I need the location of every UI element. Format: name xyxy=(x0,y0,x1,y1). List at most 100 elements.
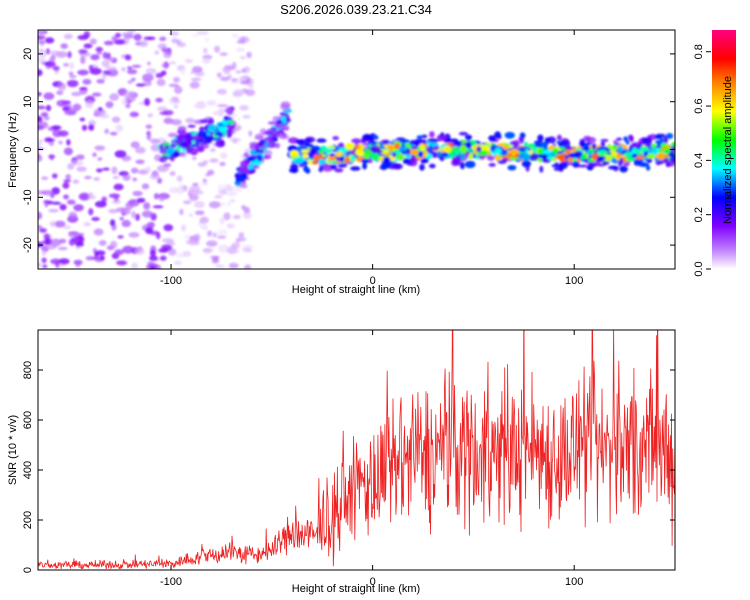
heatmap-blob xyxy=(236,40,245,44)
y-tick-label: 0 xyxy=(22,567,34,573)
heatmap-blob xyxy=(125,201,134,210)
heatmap-blob xyxy=(64,110,77,116)
heatmap-blob xyxy=(169,143,177,149)
heatmap-blob xyxy=(56,90,64,96)
heatmap-blob xyxy=(252,164,261,170)
heatmap-blob xyxy=(428,145,433,153)
heatmap-blob xyxy=(173,76,180,83)
heatmap-blob xyxy=(176,42,186,48)
heatmap-blob xyxy=(156,78,166,87)
heatmap-blob xyxy=(209,158,219,163)
heatmap-blob xyxy=(215,264,225,268)
heatmap-blob xyxy=(200,181,209,187)
heatmap-blob xyxy=(244,148,250,154)
heatmap-blob xyxy=(126,69,138,75)
heatmap-blob xyxy=(91,92,102,97)
heatmap-blob xyxy=(187,124,196,128)
heatmap-blob xyxy=(114,32,122,38)
heatmap-blob xyxy=(121,32,134,37)
heatmap-blob xyxy=(164,144,170,150)
heatmap-blob xyxy=(206,101,217,107)
heatmap-blob xyxy=(149,138,161,144)
heatmap-blob xyxy=(147,113,154,118)
heatmap-blob xyxy=(214,132,224,136)
heatmap-blob xyxy=(607,144,612,149)
heatmap-blob xyxy=(182,200,192,205)
heatmap-blob xyxy=(657,160,665,165)
heatmap-blob xyxy=(152,205,164,209)
heatmap-blob xyxy=(71,91,82,97)
heatmap-blob xyxy=(51,173,58,179)
heatmap-blob xyxy=(316,138,327,143)
heatmap-blob xyxy=(574,150,583,158)
heatmap-blob xyxy=(465,150,470,156)
heatmap-blob xyxy=(133,33,142,41)
heatmap-blob xyxy=(71,160,84,166)
heatmap-blob xyxy=(49,220,56,228)
heatmap-blob xyxy=(131,77,136,82)
heatmap-blob xyxy=(96,51,103,55)
heatmap-blob xyxy=(217,229,228,237)
heatmap-blob xyxy=(59,203,67,211)
heatmap-blob xyxy=(204,37,210,43)
heatmap-blob xyxy=(168,61,177,65)
heatmap-blob xyxy=(208,124,216,131)
heatmap-blob xyxy=(128,232,140,238)
heatmap-blob xyxy=(41,257,47,264)
heatmap-blob xyxy=(205,173,211,177)
heatmap-blob xyxy=(487,155,495,161)
heatmap-blob xyxy=(101,60,110,68)
heatmap-blob xyxy=(229,199,236,203)
heatmap-blob xyxy=(66,79,79,88)
heatmap-blob xyxy=(41,176,49,181)
heatmap-blob xyxy=(191,66,203,73)
heatmap-blob xyxy=(119,217,124,221)
heatmap-blob xyxy=(213,45,221,53)
heatmap-blob xyxy=(290,163,299,171)
colorbar-tick-label: 0.0 xyxy=(693,261,705,276)
heatmap-blob xyxy=(223,212,231,221)
heatmap-blob xyxy=(219,161,226,167)
heatmap-blob xyxy=(218,126,228,132)
heatmap-blob xyxy=(254,133,264,140)
heatmap-blob xyxy=(127,66,133,70)
heatmap-blob xyxy=(180,129,187,137)
heatmap-blob xyxy=(58,258,70,265)
heatmap-blob xyxy=(81,124,88,131)
heatmap-blob xyxy=(73,204,84,212)
heatmap-blob xyxy=(48,208,59,213)
heatmap-blob xyxy=(256,154,263,162)
heatmap-blob xyxy=(135,159,145,165)
heatmap-blob xyxy=(192,156,197,161)
heatmap-blob xyxy=(243,152,250,158)
heatmap-blob xyxy=(391,151,397,158)
heatmap-blob xyxy=(264,149,273,157)
heatmap-blob xyxy=(46,138,56,142)
heatmap-blob xyxy=(476,146,482,153)
heatmap-blob xyxy=(171,96,179,103)
heatmap-blob xyxy=(436,150,442,157)
heatmap-blob xyxy=(67,163,75,170)
heatmap-blob xyxy=(394,142,400,150)
heatmap-blob xyxy=(170,119,182,126)
heatmap-blob xyxy=(202,178,208,184)
heatmap-blob xyxy=(154,50,159,55)
heatmap-blob xyxy=(228,262,239,269)
heatmap-blob xyxy=(147,36,156,41)
heatmap-blob xyxy=(242,114,251,119)
heatmap-blob xyxy=(142,73,154,82)
heatmap-blob xyxy=(79,87,88,91)
heatmap-blob xyxy=(635,155,645,160)
heatmap-blob xyxy=(38,57,46,63)
heatmap-blob xyxy=(40,112,49,118)
heatmap-blob xyxy=(607,165,619,170)
heatmap-blob xyxy=(109,209,117,213)
heatmap-blob xyxy=(145,124,153,129)
heatmap-blob xyxy=(591,143,597,150)
heatmap-blob xyxy=(646,165,651,171)
snr-line xyxy=(38,330,675,570)
heatmap-blob xyxy=(226,223,235,229)
heatmap-blob xyxy=(146,132,152,141)
heatmap-blob xyxy=(209,201,221,209)
heatmap-blob xyxy=(239,176,245,183)
